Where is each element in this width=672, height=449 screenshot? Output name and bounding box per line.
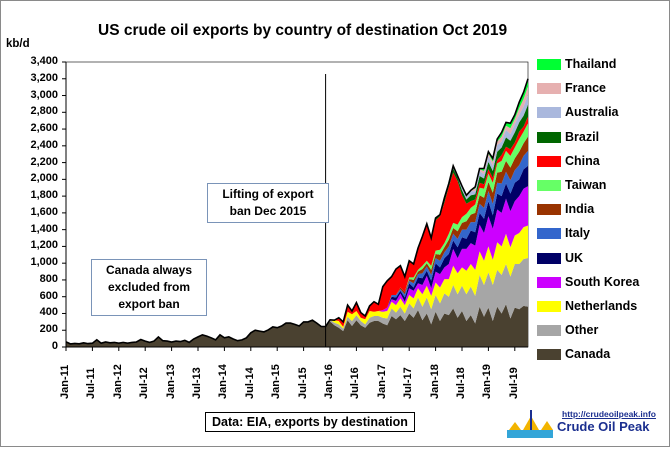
x-tick-label: Jul-13 xyxy=(191,367,203,399)
x-tick-label: Jul-18 xyxy=(455,367,467,399)
x-tick-label: Jul-19 xyxy=(507,367,520,399)
y-tick-label: 3,400 xyxy=(30,55,58,67)
y-tick-label: 1,200 xyxy=(30,239,58,252)
y-tick-label: 2,200 xyxy=(30,155,58,168)
x-tick-label: Jul-15 xyxy=(296,367,309,399)
legend-swatch xyxy=(537,301,561,312)
legend-label: Other xyxy=(565,323,599,338)
legend-swatch xyxy=(537,325,561,337)
legend-swatch xyxy=(537,204,561,216)
x-tick-label: Jan-12 xyxy=(111,364,124,399)
y-tick-label: 1,800 xyxy=(30,189,58,202)
x-tick-label: Jul-12 xyxy=(138,367,151,399)
canada-annotation: Canada always excluded from export ban xyxy=(91,259,207,316)
legend-swatch xyxy=(537,155,561,167)
legend-label: India xyxy=(565,202,595,217)
x-tick-label: Jan-15 xyxy=(270,364,283,399)
y-tick-label: 3,200 xyxy=(30,71,58,84)
legend-label: Thailand xyxy=(565,57,617,71)
chart-title: US crude oil exports by country of desti… xyxy=(98,22,508,39)
y-tick-label: 1,600 xyxy=(30,205,58,218)
legend-swatch xyxy=(537,131,561,143)
legend-label: Italy xyxy=(565,226,591,241)
logo-name: Crude Oil Peak xyxy=(557,419,650,434)
legend-label: Netherlands xyxy=(565,299,638,313)
legend-label: Brazil xyxy=(565,129,600,144)
legend-swatch xyxy=(537,349,561,361)
y-tick-label: 0 xyxy=(51,340,58,352)
y-tick-label: 2,400 xyxy=(30,138,58,151)
legend-label: China xyxy=(565,153,600,168)
total-exports-line xyxy=(65,78,529,345)
legend-label: Canada xyxy=(565,347,611,362)
y-tick-label: 600 xyxy=(39,289,58,302)
series-area-netherlands xyxy=(66,225,528,344)
export-ban-annotation: Lifting of export ban Dec 2015 xyxy=(207,183,329,223)
y-tick-label: 2,800 xyxy=(30,105,58,118)
x-tick-label: Jan-13 xyxy=(164,364,177,399)
y-tick-label: 1,400 xyxy=(30,222,58,235)
y-tick-label: 400 xyxy=(39,306,58,319)
legend-swatch xyxy=(537,180,561,191)
y-tick-label: 2,600 xyxy=(30,122,58,135)
legend-label: UK xyxy=(565,250,584,265)
x-tick-label: Jan-17 xyxy=(375,364,388,399)
data-source-note: Data: EIA, exports by destination xyxy=(205,412,415,432)
oil-rig-logo-icon xyxy=(507,410,553,438)
legend-swatch xyxy=(537,228,561,240)
y-tick-label: 3,000 xyxy=(30,88,58,101)
legend-swatch xyxy=(537,83,561,95)
x-tick-label: Jan-19 xyxy=(481,364,494,399)
legend-label: France xyxy=(565,81,606,96)
y-tick-label: 1,000 xyxy=(30,256,58,269)
x-tick-label: Jul-17 xyxy=(402,367,415,399)
legend-label: Australia xyxy=(565,105,619,120)
legend-swatch xyxy=(537,252,561,264)
x-tick-label: Jan-11 xyxy=(59,364,71,399)
logo-url[interactable]: http://crudeoilpeak.info xyxy=(562,409,656,419)
legend-swatch xyxy=(537,107,561,119)
x-tick-label: Jan-18 xyxy=(428,364,441,399)
y-tick-label: 2,000 xyxy=(30,172,58,185)
crude-oil-peak-logo[interactable]: http://crudeoilpeak.info Crude Oil Peak xyxy=(505,408,656,440)
series-area-china xyxy=(66,116,528,344)
legend-swatch xyxy=(537,276,561,288)
legend-swatch xyxy=(537,59,561,70)
x-tick-label: Jul-11 xyxy=(85,367,98,399)
legend-label: Taiwan xyxy=(565,178,607,192)
series-area-other xyxy=(66,258,528,344)
x-tick-label: Jan-14 xyxy=(217,364,230,399)
y-axis-unit: kb/d xyxy=(6,38,30,50)
y-tick-label: 800 xyxy=(39,272,58,285)
legend-label: South Korea xyxy=(565,274,640,289)
x-tick-label: Jan-16 xyxy=(323,364,335,399)
x-tick-label: Jul-14 xyxy=(243,367,256,399)
y-tick-label: 200 xyxy=(39,323,58,336)
x-tick-label: Jul-16 xyxy=(349,367,362,399)
